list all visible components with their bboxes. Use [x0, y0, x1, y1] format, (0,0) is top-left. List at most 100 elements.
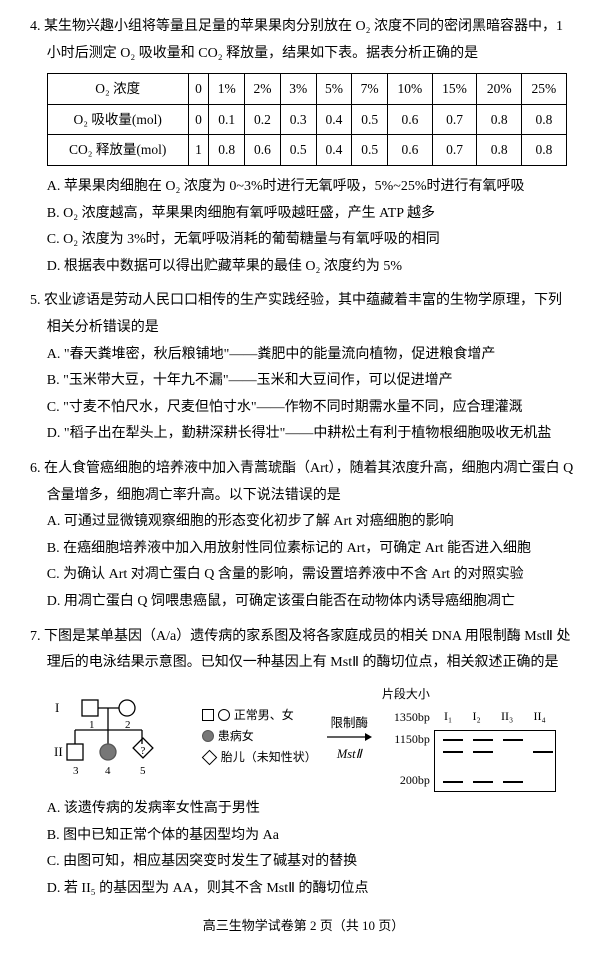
td: 1	[188, 135, 209, 166]
gel-band	[473, 739, 493, 741]
q5-option-b: B. "玉米带大豆，十年九不漏"——玉米和大豆间作，可以促进增产	[30, 368, 577, 395]
page-footer: 高三生物学试卷第 2 页（共 10 页）	[30, 914, 577, 939]
td: 0.6	[245, 135, 281, 166]
q7-option-d: D. 若 II₅ 的基因型为 AA，则其不含 MstⅡ 的酶切位点	[30, 876, 577, 903]
q6-option-d: D. 用凋亡蛋白 Q 饲喂患癌鼠，可确定该蛋白能否在动物体内诱导癌细胞凋亡	[30, 589, 577, 616]
lane-II4: II₄	[533, 705, 545, 728]
q4-option-c: C. O₂ 浓度为 3%时，无氧呼吸消耗的葡萄糖量与有氧呼吸的相同	[30, 227, 577, 254]
q7-num: 7.	[30, 629, 41, 644]
lane-I2: I₂	[472, 705, 480, 728]
td: 0.7	[432, 104, 477, 135]
question-5: 5. 农业谚语是劳动人民口口相传的生产实践经验，其中蕴藏着丰富的生物学原理，下列…	[30, 288, 577, 448]
q6-num: 6.	[30, 461, 41, 476]
filled-circle-icon	[202, 730, 214, 742]
th: 7%	[352, 74, 388, 105]
q5-option-c: C. "寸麦不怕尺水，尺麦但怕寸水"——作物不同时期需水量不同，应合理灌溉	[30, 395, 577, 422]
legend-fetus: 胎儿（未知性状）	[202, 748, 317, 767]
diamond-icon	[202, 750, 218, 766]
q7-option-b: B. 图中已知正常个体的基因型均为 Aa	[30, 823, 577, 850]
svg-text:?: ?	[140, 745, 145, 757]
q4-stem-line1: 4. 某生物兴趣小组将等量且足量的苹果果肉分别放在 O₂ 浓度不同的密闭黑暗容器…	[30, 14, 577, 41]
td: 0	[188, 104, 209, 135]
legend-patient: 患病女	[202, 727, 317, 746]
td: 0.5	[280, 135, 316, 166]
q7-stem1: 下图是某单基因（A/a）遗传病的家系图及将各家庭成员的相关 DNA 用限制酶 M…	[44, 629, 570, 644]
q6-option-b: B. 在癌细胞培养液中加入用放射性同位素标记的 Art，可确定 Art 能否进入…	[30, 536, 577, 563]
gel-band	[443, 739, 463, 741]
pedigree-diagram: ? I II 1 2 3 4 5	[47, 692, 192, 782]
enzyme-arrow: 限制酶 MstⅡ	[327, 716, 372, 762]
gel-band-1350: 1350bp	[382, 706, 430, 729]
th: 20%	[477, 74, 522, 105]
q4-table: O₂ 浓度 0 1% 2% 3% 5% 7% 10% 15% 20% 25% O…	[47, 73, 567, 166]
arrow-label-bottom: MstⅡ	[327, 747, 372, 762]
q5-num: 5.	[30, 293, 41, 308]
gen-II-label: II	[54, 744, 63, 759]
td: 0.3	[280, 104, 316, 135]
td: 0.8	[477, 104, 522, 135]
ped-num-3: 3	[73, 765, 79, 777]
q7-stem-line2: 理后的电泳结果示意图。已知仅一种基因上有 MstⅡ 的酶切位点，相关叙述正确的是	[30, 650, 577, 677]
arrow-label-top: 限制酶	[327, 716, 372, 731]
gel-band	[533, 751, 553, 753]
gel-band	[503, 739, 523, 741]
ped-num-5: 5	[140, 765, 146, 777]
gel-electrophoresis: 片段大小 1350bp 1150bp 200bp I₁ I₂ II₃ II₄	[382, 683, 556, 792]
question-7: 7. 下图是某单基因（A/a）遗传病的家系图及将各家庭成员的相关 DNA 用限制…	[30, 624, 577, 903]
legend-normal-text: 正常男、女	[234, 706, 294, 725]
td: CO₂ 释放量(mol)	[47, 135, 188, 166]
q4-option-d: D. 根据表中数据可以得出贮藏苹果的最佳 O₂ 浓度约为 5%	[30, 254, 577, 281]
table-row: O₂ 吸收量(mol) 0 0.1 0.2 0.3 0.4 0.5 0.6 0.…	[47, 104, 566, 135]
gel-band	[443, 781, 463, 783]
th: O₂ 浓度	[47, 74, 188, 105]
q6-option-a: A. 可通过显微镜观察细胞的形态变化初步了解 Art 对癌细胞的影响	[30, 509, 577, 536]
td: 0.8	[477, 135, 522, 166]
td: 0.8	[209, 135, 245, 166]
pedigree-legend: 正常男、女 患病女 胎儿（未知性状）	[202, 706, 317, 770]
table-row: CO₂ 释放量(mol) 1 0.8 0.6 0.5 0.4 0.5 0.6 0…	[47, 135, 566, 166]
th: 3%	[280, 74, 316, 105]
th: 10%	[388, 74, 433, 105]
th: 25%	[522, 74, 567, 105]
td: 0.2	[245, 104, 281, 135]
ped-num-2: 2	[125, 719, 131, 731]
q4-option-b: B. O₂ 浓度越高，苹果果肉细胞有氧呼吸越旺盛，产生 ATP 越多	[30, 201, 577, 228]
square-icon	[202, 709, 214, 721]
gel-band	[473, 781, 493, 783]
gen-I-label: I	[55, 700, 59, 715]
q4-stem1: 某生物兴趣小组将等量且足量的苹果果肉分别放在 O₂ 浓度不同的密闭黑暗容器中，1	[44, 19, 563, 34]
td: 0.4	[316, 135, 352, 166]
td: 0.1	[209, 104, 245, 135]
gel-box	[434, 730, 556, 792]
q7-figure: ? I II 1 2 3 4 5 正常男、女 患病女 胎儿（未知性状）	[47, 683, 577, 792]
th: 0	[188, 74, 209, 105]
q5-stem-line2: 相关分析错误的是	[30, 315, 577, 342]
td: 0.8	[522, 135, 567, 166]
td: 0.6	[388, 104, 433, 135]
legend-normal: 正常男、女	[202, 706, 317, 725]
gel-band-200: 200bp	[382, 769, 430, 792]
td: 0.8	[522, 104, 567, 135]
legend-patient-text: 患病女	[218, 727, 254, 746]
q5-stem1: 农业谚语是劳动人民口口相传的生产实践经验，其中蕴藏着丰富的生物学原理，下列	[44, 293, 562, 308]
th: 1%	[209, 74, 245, 105]
td: 0.5	[352, 104, 388, 135]
td: 0.7	[432, 135, 477, 166]
question-4: 4. 某生物兴趣小组将等量且足量的苹果果肉分别放在 O₂ 浓度不同的密闭黑暗容器…	[30, 14, 577, 280]
gel-band	[473, 751, 493, 753]
gel-band-1150: 1150bp	[382, 728, 430, 751]
q5-stem-line1: 5. 农业谚语是劳动人民口口相传的生产实践经验，其中蕴藏着丰富的生物学原理，下列	[30, 288, 577, 315]
q6-stem-line1: 6. 在人食管癌细胞的培养液中加入青蒿琥酯（Art），随着其浓度升高，细胞内凋亡…	[30, 456, 577, 483]
gel-band	[443, 751, 463, 753]
q7-option-a: A. 该遗传病的发病率女性高于男性	[30, 796, 577, 823]
td: 0.4	[316, 104, 352, 135]
table-row: O₂ 浓度 0 1% 2% 3% 5% 7% 10% 15% 20% 25%	[47, 74, 566, 105]
lane-II3: II₃	[501, 705, 513, 728]
ped-num-4: 4	[105, 765, 111, 777]
legend-fetus-text: 胎儿（未知性状）	[221, 748, 317, 767]
circle-icon	[218, 709, 230, 721]
q6-stem1: 在人食管癌细胞的培养液中加入青蒿琥酯（Art），随着其浓度升高，细胞内凋亡蛋白 …	[44, 461, 573, 476]
q7-option-c: C. 由图可知，相应基因突变时发生了碱基对的替换	[30, 849, 577, 876]
q5-option-d: D. "稻子出在犁头上，勤耕深耕长得壮"——中耕松土有利于植物根细胞吸收无机盐	[30, 421, 577, 448]
td: 0.6	[388, 135, 433, 166]
